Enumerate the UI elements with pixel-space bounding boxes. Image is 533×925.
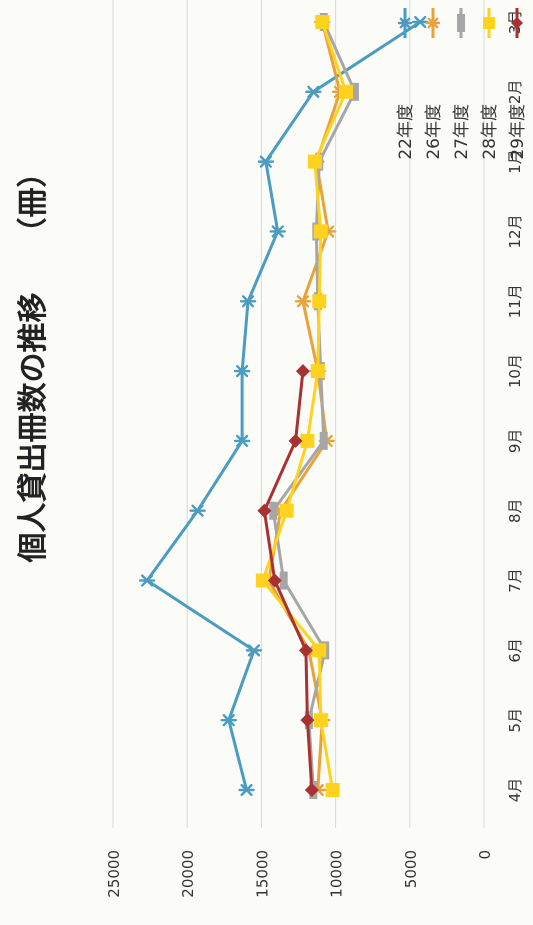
data-point — [307, 154, 322, 169]
value-tick-label: 0 — [476, 850, 494, 860]
data-point — [189, 504, 206, 517]
data-point — [267, 573, 282, 588]
legend-item: 28年度 — [480, 8, 500, 160]
month-label: 1月 — [506, 149, 524, 174]
data-point — [300, 713, 315, 728]
data-point — [294, 295, 312, 308]
month-label: 7月 — [506, 568, 524, 593]
data-point — [325, 783, 340, 797]
value-tick-label: 5000 — [402, 850, 420, 888]
legend-item: 26年度 — [424, 8, 444, 160]
data-point — [288, 433, 303, 448]
series-line — [145, 20, 422, 791]
data-point — [279, 503, 294, 518]
legend-label: 26年度 — [424, 104, 444, 160]
series-1 — [138, 15, 429, 797]
data-point — [257, 155, 275, 168]
month-label: 2月 — [506, 80, 524, 105]
data-point — [304, 783, 319, 797]
data-point — [312, 643, 327, 658]
legend-marker — [457, 14, 465, 32]
data-point — [255, 573, 270, 588]
data-point — [238, 783, 255, 797]
data-point — [233, 364, 251, 378]
series-5 — [257, 364, 319, 797]
value-tick-label: 25000 — [105, 850, 123, 898]
month-label: 10月 — [506, 354, 524, 388]
chart-title: 個人貸出冊数の推移 （冊） — [16, 158, 51, 564]
legend-label: 27年度 — [452, 104, 472, 160]
grid-layer — [112, 0, 485, 828]
data-point — [338, 84, 353, 99]
legend-marker — [397, 17, 413, 29]
data-point — [305, 85, 322, 98]
value-tick-label: 10000 — [328, 850, 346, 898]
data-point — [319, 431, 328, 450]
legend-label: 22年度 — [396, 104, 416, 160]
legend-label: 28年度 — [480, 104, 500, 160]
data-point — [239, 295, 257, 308]
series-line — [261, 21, 348, 791]
data-point — [279, 571, 288, 590]
legend-item: 22年度 — [396, 8, 416, 160]
data-point — [257, 503, 272, 518]
data-point — [245, 644, 263, 657]
data-point — [313, 224, 328, 239]
series-layer — [138, 13, 429, 799]
data-point — [315, 15, 330, 29]
legend-marker — [511, 17, 523, 29]
legend-item: 27年度 — [452, 8, 472, 160]
value-axis-ticks: 0 5000 10000 15000 20000 25000 — [105, 850, 494, 898]
month-label: 4月 — [506, 778, 524, 803]
month-label: 8月 — [506, 498, 524, 523]
legend-marker — [483, 17, 495, 29]
legend-label: 29年度 — [508, 104, 528, 160]
legend-item: 29年度 — [508, 8, 528, 160]
data-point — [350, 82, 359, 101]
data-point — [269, 501, 278, 520]
value-tick-label: 20000 — [179, 850, 197, 898]
month-label: 5月 — [506, 708, 524, 733]
value-tick-label: 15000 — [253, 850, 271, 898]
data-point — [220, 714, 237, 727]
month-label: 9月 — [506, 429, 524, 454]
month-label: 12月 — [506, 214, 524, 248]
data-point — [269, 225, 286, 238]
data-point — [295, 364, 310, 379]
legend-marker — [425, 17, 441, 29]
series-4 — [255, 15, 353, 797]
series-line — [271, 21, 357, 791]
data-point — [298, 643, 313, 658]
data-point — [312, 294, 327, 309]
month-label: 11月 — [506, 284, 524, 318]
data-point — [310, 364, 325, 379]
data-point — [138, 574, 156, 587]
data-point — [233, 434, 251, 448]
legend: 22年度 26年度 27年度 28年度 29年度 — [396, 8, 528, 160]
data-point — [411, 15, 429, 29]
data-point — [313, 713, 328, 728]
series-line — [267, 21, 342, 791]
month-label: 6月 — [506, 638, 524, 663]
data-point — [300, 433, 315, 448]
